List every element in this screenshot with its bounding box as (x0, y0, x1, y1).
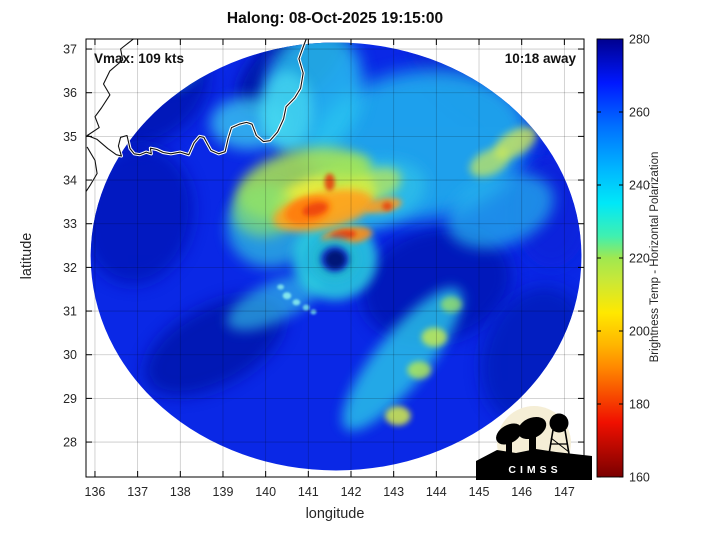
x-axis-label: longitude (305, 506, 365, 522)
colorbar: 160 180 200 220 240 260 280 (596, 33, 650, 485)
svg-text:141: 141 (298, 485, 319, 499)
svg-text:28: 28 (63, 436, 77, 450)
vmax-annotation: Vmax: 109 kts (94, 51, 185, 66)
svg-text:160: 160 (629, 471, 650, 485)
svg-text:33: 33 (63, 217, 77, 231)
svg-text:200: 200 (629, 325, 650, 339)
chart-title: Halong: 08-Oct-2025 19:15:00 (226, 10, 444, 27)
svg-text:140: 140 (255, 485, 276, 499)
cimss-logo-text: CIMSS (508, 464, 562, 476)
svg-text:138: 138 (170, 485, 191, 499)
svg-text:29: 29 (63, 392, 77, 406)
svg-text:37: 37 (63, 43, 77, 57)
svg-text:145: 145 (469, 485, 490, 499)
brightness-temp-swath (90, 42, 582, 471)
svg-text:36: 36 (63, 86, 77, 100)
eta-annotation: 10:18 away (504, 51, 576, 66)
svg-text:142: 142 (341, 485, 362, 499)
svg-text:144: 144 (426, 485, 447, 499)
svg-text:260: 260 (629, 106, 650, 120)
svg-text:240: 240 (629, 179, 650, 193)
svg-text:280: 280 (629, 33, 650, 47)
svg-text:34: 34 (63, 174, 77, 188)
y-axis-label: latitude (19, 232, 35, 280)
svg-text:220: 220 (629, 252, 650, 266)
grid-lines (86, 39, 584, 477)
svg-text:136: 136 (85, 485, 106, 499)
coastline (85, 38, 308, 193)
svg-text:30: 30 (63, 348, 77, 362)
axes-box (85, 38, 585, 478)
svg-text:139: 139 (213, 485, 234, 499)
svg-text:180: 180 (629, 398, 650, 412)
svg-text:31: 31 (63, 305, 77, 319)
svg-text:32: 32 (63, 261, 77, 275)
svg-text:143: 143 (383, 485, 404, 499)
svg-text:35: 35 (63, 130, 77, 144)
svg-text:146: 146 (511, 485, 532, 499)
tick-labels: 136 137 138 139 140 141 142 143 144 145 146 147 28 29… (63, 43, 575, 499)
svg-text:137: 137 (127, 485, 148, 499)
svg-text:147: 147 (554, 485, 575, 499)
cimss-logo (476, 406, 592, 480)
colorbar-label: Brightness Temp - Horizontal Polarizatio… (649, 151, 661, 363)
